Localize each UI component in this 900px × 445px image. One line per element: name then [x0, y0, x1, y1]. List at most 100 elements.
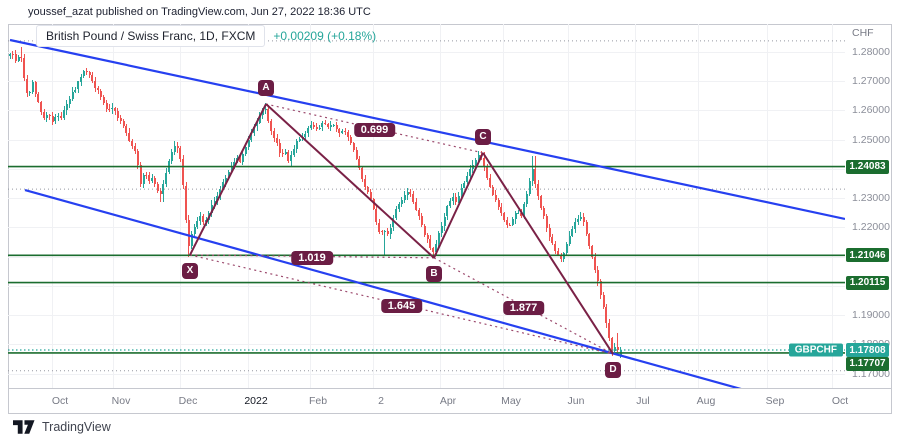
candle-wick [617, 333, 619, 353]
pattern-leg-CD [482, 152, 614, 355]
candle [369, 192, 372, 200]
candle [554, 243, 557, 251]
time-tick: Oct [831, 395, 849, 407]
candle [162, 184, 165, 194]
candle-wick [432, 246, 434, 259]
candle [457, 195, 460, 202]
candle-wick [517, 210, 519, 215]
candle [588, 233, 591, 246]
candle [599, 281, 602, 295]
grid-vline [568, 24, 569, 388]
candle [372, 199, 375, 209]
candle [40, 102, 43, 112]
candle-wick [381, 229, 383, 236]
candle [489, 177, 491, 188]
candle-wick [108, 104, 110, 113]
price-change: +0.00209 (+0.18%) [273, 29, 377, 43]
level-price-badge: 1.21046 [846, 248, 889, 263]
candle [134, 145, 136, 151]
level-price-badge: 1.17707 [846, 356, 889, 371]
candle [324, 123, 327, 125]
grid-hline [8, 198, 845, 199]
candle [341, 130, 344, 134]
tradingview-logo-icon [13, 420, 35, 434]
candle [34, 82, 37, 94]
grid-hline [8, 227, 845, 228]
candle [159, 191, 162, 194]
grid-vline [113, 24, 114, 388]
candle [298, 139, 301, 142]
current-price-badge: 1.17808 [846, 343, 889, 357]
candle [577, 218, 579, 222]
candle [531, 168, 534, 181]
candle [571, 229, 574, 236]
candle [63, 110, 65, 119]
grid-vline [440, 24, 441, 388]
candle [102, 96, 105, 104]
pattern-dashed-XD [189, 254, 614, 355]
candle [423, 225, 426, 235]
candle [80, 76, 82, 82]
candle [37, 93, 40, 102]
candle [568, 235, 571, 245]
candle-wick [12, 50, 14, 59]
candle [247, 139, 250, 147]
candle [429, 239, 432, 248]
channel-upper-line [9, 38, 845, 221]
plot-area: GBPCHF X A B C D 0.699 1.019 1.645 1.877 British … [8, 24, 845, 388]
candle [616, 347, 619, 350]
grid-vline [248, 24, 249, 388]
candle [332, 124, 335, 126]
candle [443, 216, 446, 227]
candle-wick [282, 149, 284, 158]
candle [355, 149, 358, 159]
candle [108, 108, 111, 110]
pattern-leg-BC [433, 152, 484, 259]
candle [182, 158, 185, 186]
time-tick: Nov [111, 395, 131, 407]
candle [193, 227, 196, 235]
grid-vline [503, 24, 504, 388]
tradingview-attribution-link[interactable]: TradingView [13, 419, 111, 435]
candle [375, 208, 378, 223]
candle [613, 347, 616, 352]
pattern-point-label-a: A [258, 80, 274, 97]
time-tick: Jul [636, 395, 650, 407]
candle [449, 201, 452, 207]
candle [60, 116, 63, 119]
candle [74, 89, 77, 92]
candle [54, 116, 57, 122]
candle [463, 182, 466, 188]
candle [82, 70, 85, 77]
candle [9, 53, 11, 57]
candle [403, 195, 406, 201]
candle [241, 154, 244, 162]
candle [338, 129, 341, 134]
candle [131, 141, 134, 146]
candle [97, 87, 99, 91]
candle [378, 222, 381, 232]
candle [383, 230, 386, 233]
candle [267, 108, 270, 122]
candle [486, 166, 489, 178]
grid-hline [8, 344, 845, 345]
candle [278, 143, 281, 154]
candle [65, 103, 68, 111]
candle [466, 175, 469, 183]
pattern-solid-lines [189, 103, 614, 355]
candle [31, 82, 34, 93]
candle [596, 269, 599, 282]
candle [304, 133, 307, 137]
candle [358, 158, 361, 168]
candle [460, 187, 463, 196]
candle [122, 121, 125, 126]
time-tick: Aug [696, 395, 716, 407]
candle [452, 197, 454, 202]
candle [216, 196, 219, 201]
candle [534, 168, 537, 185]
candle [582, 216, 585, 223]
time-tick: May [501, 395, 521, 407]
candle-wick [160, 188, 161, 203]
candle [366, 187, 369, 193]
candle [528, 180, 531, 194]
